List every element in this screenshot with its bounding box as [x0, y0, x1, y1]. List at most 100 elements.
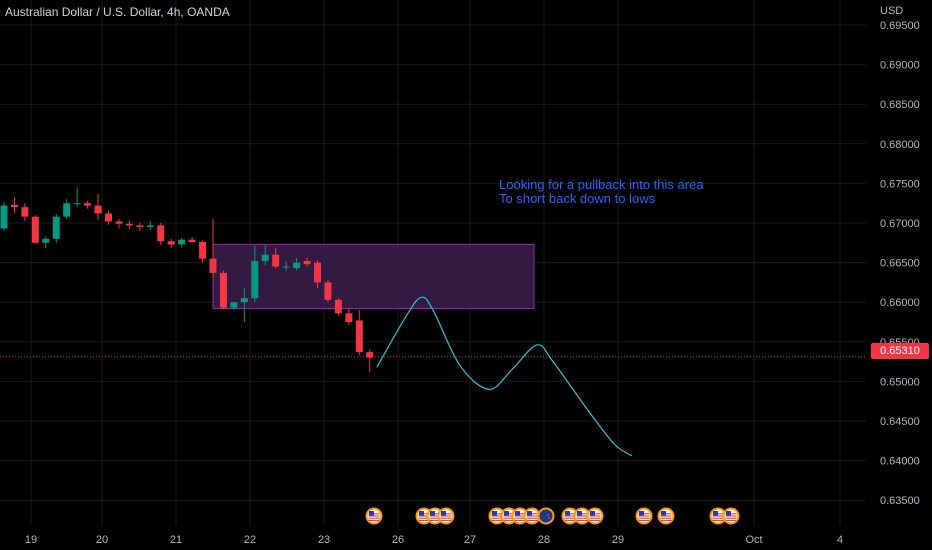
candle-body[interactable]	[366, 352, 374, 358]
flag-canton	[661, 511, 666, 516]
time-tick-label: 20	[96, 534, 108, 546]
price-tick-label: 0.69500	[880, 20, 920, 32]
candle-body[interactable]	[31, 216, 39, 243]
us-event-icon[interactable]	[573, 507, 591, 525]
supply-zone-box[interactable]	[212, 243, 535, 310]
flag-canton	[430, 511, 435, 516]
candle-body[interactable]	[324, 282, 332, 300]
time-tick-label: 4	[837, 534, 843, 546]
candle-body[interactable]	[21, 207, 29, 217]
us-event-icon[interactable]	[561, 507, 579, 525]
flag-canton	[369, 511, 374, 516]
us-event-icon[interactable]	[523, 507, 541, 525]
candle-body[interactable]	[0, 205, 8, 229]
candle-body[interactable]	[199, 242, 207, 259]
us-event-icon[interactable]	[709, 507, 727, 525]
time-tick-label: 22	[244, 534, 256, 546]
projection-path[interactable]	[376, 296, 633, 457]
time-tick-label: 19	[25, 534, 37, 546]
candle-body[interactable]	[63, 203, 71, 217]
flag-canton	[527, 511, 532, 516]
candle-body[interactable]	[146, 225, 154, 227]
candle-body[interactable]	[230, 302, 238, 308]
candle-body[interactable]	[136, 225, 144, 227]
time-tick-label: 23	[318, 534, 330, 546]
candle-body[interactable]	[115, 221, 123, 224]
candle-body[interactable]	[345, 313, 353, 322]
candle-body[interactable]	[157, 225, 165, 242]
candle-body[interactable]	[219, 272, 227, 308]
candle-body[interactable]	[355, 320, 363, 353]
price-tick-label: 0.64500	[880, 416, 920, 428]
nz-event-icon[interactable]	[537, 507, 555, 525]
time-tick-label: 26	[392, 534, 404, 546]
candle-body[interactable]	[73, 203, 81, 205]
flag-canton	[639, 511, 644, 516]
flag-canton	[577, 511, 582, 516]
flag-canton	[713, 511, 718, 516]
flag-canton	[441, 511, 446, 516]
us-event-icon[interactable]	[722, 507, 740, 525]
candle-body[interactable]	[105, 213, 112, 222]
event-flag	[539, 509, 553, 523]
candle-body[interactable]	[314, 262, 321, 283]
candle-body[interactable]	[282, 266, 290, 268]
flag-canton	[504, 511, 509, 516]
flag-star	[548, 517, 550, 519]
us-event-icon[interactable]	[437, 507, 455, 525]
economic-events[interactable]	[365, 507, 740, 525]
price-tick-label: 0.67000	[880, 218, 920, 230]
price-tick-label: 0.63500	[880, 495, 920, 507]
flag-canton	[726, 511, 731, 516]
time-tick-label: Oct	[745, 534, 762, 546]
candle-body[interactable]	[42, 238, 50, 243]
annotation-line-1: Looking for a pullback into this area	[499, 177, 704, 192]
us-event-icon[interactable]	[511, 507, 529, 525]
annotation-line-2: To short back down to lows	[499, 191, 656, 206]
price-tick-label: 0.68500	[880, 99, 920, 111]
time-tick-label: 28	[538, 534, 550, 546]
candles-group	[0, 187, 374, 372]
flag-canton	[515, 511, 520, 516]
time-tick-label: 21	[170, 534, 182, 546]
candle-body[interactable]	[209, 258, 217, 273]
time-axis[interactable]: 19 20 21 22 23 26 27 28 29 Oct 4	[25, 534, 843, 546]
price-tick-label: 0.65000	[880, 376, 920, 388]
flag-canton	[419, 511, 424, 516]
candle-body[interactable]	[167, 241, 175, 245]
candle-body[interactable]	[10, 204, 18, 208]
us-event-icon[interactable]	[488, 507, 506, 525]
candle-body[interactable]	[251, 261, 259, 299]
us-event-icon[interactable]	[365, 507, 383, 525]
candle-body[interactable]	[240, 298, 248, 303]
candle-body[interactable]	[334, 299, 342, 314]
time-tick-label: 29	[612, 534, 624, 546]
price-tick-label: 0.69000	[880, 60, 920, 72]
us-event-icon[interactable]	[657, 507, 675, 525]
candle-body[interactable]	[303, 261, 311, 265]
candle-body[interactable]	[52, 216, 60, 239]
candle-body[interactable]	[94, 205, 102, 214]
currency-label: USD	[880, 5, 904, 17]
price-axis[interactable]: 0.69500 0.69000 0.68500 0.68000 0.67500 0.670…	[880, 20, 920, 507]
flag-canton	[492, 511, 497, 516]
price-tick-label: 0.68000	[880, 139, 920, 151]
us-event-icon[interactable]	[635, 507, 653, 525]
candle-body[interactable]	[84, 203, 92, 206]
price-tick-label: 0.66500	[880, 258, 920, 270]
price-tick-label: 0.66000	[880, 297, 920, 309]
price-tick-label: 0.64000	[880, 456, 920, 468]
flag-star	[547, 514, 549, 516]
candle-body[interactable]	[188, 239, 196, 243]
candle-body[interactable]	[272, 254, 280, 267]
annotation-text[interactable]: Looking for a pullback into this area To…	[499, 178, 704, 206]
candle-body[interactable]	[178, 239, 186, 245]
us-event-icon[interactable]	[586, 507, 604, 525]
flag-canton	[565, 511, 570, 516]
candle-body[interactable]	[125, 223, 133, 226]
flag-canton	[590, 511, 595, 516]
candle-body[interactable]	[293, 262, 301, 269]
symbol-title: Australian Dollar / U.S. Dollar, 4h, OAN…	[5, 5, 230, 19]
candle-body[interactable]	[261, 254, 269, 262]
